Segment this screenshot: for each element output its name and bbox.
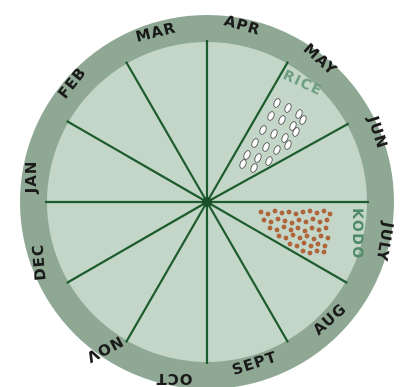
rice-grain — [284, 140, 292, 150]
kodo-grain — [325, 235, 331, 241]
rice-grain — [254, 153, 262, 163]
kodo-grain — [297, 235, 303, 241]
kodo-grain — [289, 220, 295, 226]
spoke — [206, 61, 289, 203]
rice-grain — [273, 145, 281, 155]
kodo-grain — [301, 240, 307, 246]
kodo-grain — [276, 233, 282, 239]
crop-label-kodo: KODO — [349, 208, 365, 260]
rice-grain — [299, 115, 307, 125]
rice-grain — [251, 138, 259, 148]
kodo-grain — [279, 210, 285, 216]
rice-grain — [267, 111, 275, 121]
month-label-oct: OCT — [156, 370, 193, 387]
rice-grain — [289, 121, 297, 131]
kodo-grain — [300, 209, 306, 215]
kodo-grain — [282, 218, 288, 224]
kodo-grain — [288, 227, 294, 233]
kodo-grain — [317, 219, 323, 225]
kodo-grain — [265, 211, 271, 217]
kodo-grain — [321, 208, 327, 214]
kodo-grain — [311, 236, 317, 242]
kodo-grain — [309, 225, 315, 231]
spoke — [66, 120, 208, 203]
rice-grain — [295, 109, 303, 119]
kodo-grain — [314, 248, 320, 254]
kodo-grain — [310, 216, 316, 222]
spoke — [66, 201, 208, 284]
rice-grain — [284, 103, 292, 113]
kodo-grain — [308, 243, 314, 249]
kodo-grain — [316, 227, 322, 233]
kodo-grain — [323, 225, 329, 231]
kodo-grains — [258, 208, 333, 256]
kodo-grain — [267, 225, 273, 231]
rice-grain — [250, 163, 258, 173]
spoke — [206, 201, 289, 343]
kodo-grain — [258, 209, 264, 215]
month-label-jan: JAN — [22, 161, 40, 195]
month-label-dec: DEC — [28, 243, 49, 281]
spokes — [45, 40, 369, 364]
kodo-grain — [287, 241, 293, 247]
rice-grains — [239, 98, 307, 173]
kodo-grain — [324, 217, 330, 223]
rice-grain — [278, 115, 286, 125]
kodo-grain — [261, 217, 267, 223]
rice-grain — [265, 156, 273, 166]
kodo-grain — [307, 250, 313, 256]
kodo-grain — [272, 208, 278, 214]
rice-grain — [262, 142, 270, 152]
kodo-grain — [268, 219, 274, 225]
kodo-grain — [286, 209, 292, 215]
kodo-grain — [283, 235, 289, 241]
rice-grain — [292, 127, 300, 137]
kodo-grain — [315, 241, 321, 247]
spoke — [206, 201, 348, 284]
kodo-grain — [321, 249, 327, 255]
kodo-grain — [274, 227, 280, 233]
spoke — [206, 122, 350, 203]
kodo-grain — [314, 210, 320, 216]
kodo-grain — [300, 248, 306, 254]
wheel-hub — [202, 197, 212, 207]
rice-grain — [239, 159, 247, 169]
rice-grain — [281, 133, 289, 143]
rice-grain — [243, 150, 251, 160]
rice-grain — [273, 98, 281, 108]
rice-grain — [270, 129, 278, 139]
kodo-grain — [290, 232, 296, 238]
kodo-grain — [303, 219, 309, 225]
rice-grain — [259, 125, 267, 135]
spoke — [125, 201, 208, 343]
kodo-grain — [302, 228, 308, 234]
kodo-grain — [304, 233, 310, 239]
kodo-grain — [275, 216, 281, 222]
kodo-grain — [294, 243, 300, 249]
kodo-grain — [327, 211, 333, 217]
kodo-grain — [322, 243, 328, 249]
kodo-grain — [307, 208, 313, 214]
spoke — [125, 61, 208, 203]
kodo-grain — [293, 211, 299, 217]
kodo-grain — [295, 225, 301, 231]
kodo-grain — [281, 224, 287, 230]
kodo-grain — [318, 233, 324, 239]
kodo-grain — [296, 217, 302, 223]
